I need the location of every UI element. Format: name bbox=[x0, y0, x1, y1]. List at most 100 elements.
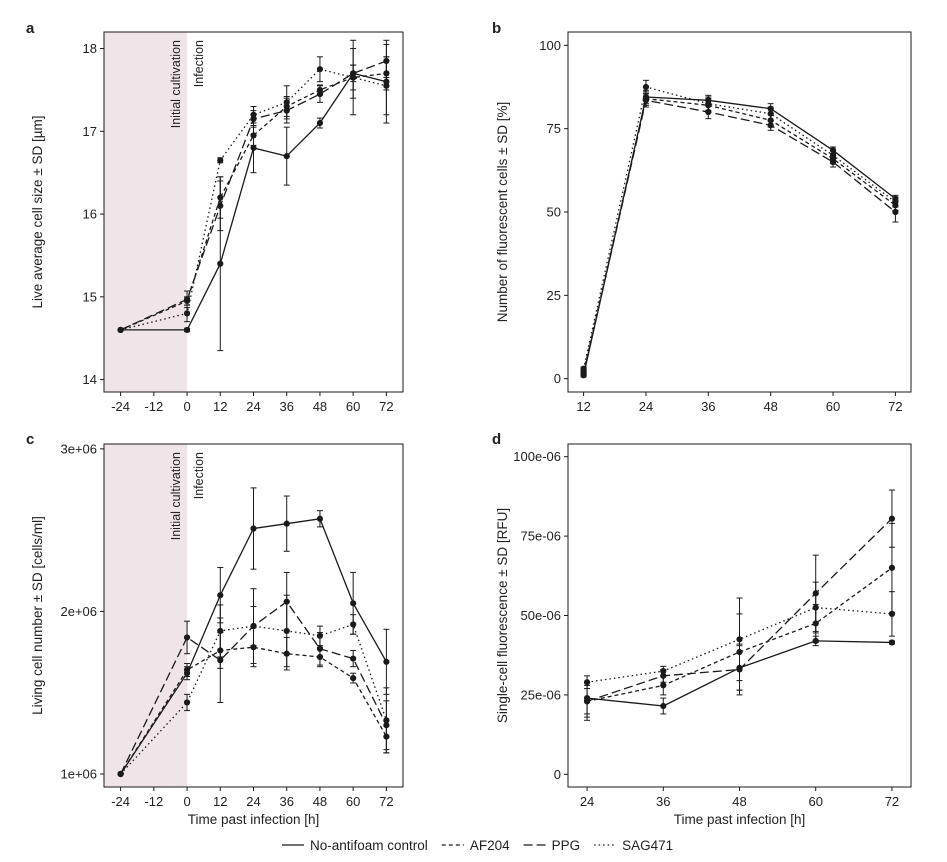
data-point bbox=[316, 645, 324, 652]
y-tick-label: 3e+06 bbox=[60, 441, 97, 456]
data-point bbox=[660, 667, 667, 675]
data-point bbox=[767, 122, 774, 129]
data-point bbox=[767, 110, 774, 117]
legend: No-antifoam control AF204 PPG SAG471 bbox=[282, 838, 673, 853]
x-tick-label: -24 bbox=[111, 794, 130, 809]
data-point bbox=[250, 144, 257, 151]
data-point bbox=[892, 208, 899, 216]
x-tick-label: -24 bbox=[111, 399, 130, 414]
data-point bbox=[283, 627, 290, 635]
series-line bbox=[120, 72, 387, 331]
data-point bbox=[350, 674, 357, 682]
panel-d: d 24 36 48 60 72 0 25e-06 50e-06 75e-06 100e-06 Sin… bbox=[492, 431, 912, 827]
legend-entry: AF204 bbox=[441, 838, 510, 853]
x-tick-label: 0 bbox=[183, 794, 190, 809]
panel-letter: c bbox=[26, 431, 34, 448]
x-tick-label: 24 bbox=[580, 794, 594, 809]
series-no-antifoam-control bbox=[117, 487, 390, 778]
data-point bbox=[217, 260, 224, 267]
x-tick-label: 24 bbox=[639, 399, 653, 414]
x-tick-label: 24 bbox=[246, 794, 260, 809]
series-line bbox=[120, 601, 387, 775]
initial-cultivation-shade bbox=[104, 444, 188, 787]
x-tick-label: 72 bbox=[379, 399, 393, 414]
x-tick-label: 60 bbox=[346, 794, 360, 809]
y-tick-label: 2e+06 bbox=[60, 604, 97, 619]
data-point bbox=[888, 639, 896, 646]
data-point bbox=[583, 679, 591, 686]
data-point bbox=[383, 658, 390, 665]
legend-entry: No-antifoam control bbox=[282, 838, 428, 853]
data-point bbox=[583, 698, 591, 705]
initial-cultivation-shade bbox=[104, 32, 188, 392]
x-tick-label: 12 bbox=[213, 794, 227, 809]
x-tick-label: 12 bbox=[213, 399, 227, 414]
y-axis-title: Living cell number ± SD [cells/ml] bbox=[30, 516, 45, 715]
x-tick-label: 72 bbox=[885, 794, 899, 809]
x-tick-label: 72 bbox=[379, 794, 393, 809]
plot-frame bbox=[103, 31, 404, 393]
y-tick-label: 16 bbox=[83, 207, 97, 222]
x-tick-label: -12 bbox=[144, 794, 163, 809]
data-point bbox=[705, 100, 712, 107]
data-point bbox=[250, 132, 257, 139]
y-tick-label: 15 bbox=[83, 289, 97, 304]
legend-label: No-antifoam control bbox=[310, 838, 428, 853]
data-point bbox=[888, 564, 896, 571]
data-point bbox=[217, 157, 224, 164]
data-point bbox=[829, 152, 837, 159]
annotation-infection: Infection bbox=[192, 40, 206, 87]
data-point bbox=[183, 634, 191, 641]
y-tick-label: 100e-06 bbox=[513, 449, 561, 464]
x-tick-label: 24 bbox=[246, 399, 260, 414]
annotation-initial-cultivation: Initial cultivation bbox=[169, 40, 183, 128]
x-tick-label: 48 bbox=[763, 399, 777, 414]
x-tick-label: 36 bbox=[701, 399, 715, 414]
x-tick-label: 36 bbox=[656, 794, 670, 809]
series-sag471 bbox=[580, 79, 899, 372]
x-axis-title: Time past infection [h] bbox=[188, 812, 320, 827]
panel-b: b 12 24 36 48 60 72 0 25 50 75 100 Number of fluores… bbox=[492, 20, 912, 414]
x-tick-label: 60 bbox=[346, 399, 360, 414]
y-tick-label: 14 bbox=[83, 372, 97, 387]
x-tick-label: 72 bbox=[888, 399, 902, 414]
series-sag471 bbox=[117, 39, 390, 334]
y-axis-title: Number of fluorescent cells ± SD [%] bbox=[495, 102, 510, 323]
data-point bbox=[736, 636, 743, 643]
data-point bbox=[660, 682, 667, 689]
y-tick-label: 18 bbox=[83, 41, 97, 56]
data-point bbox=[183, 296, 191, 303]
x-tick-label: 12 bbox=[576, 399, 590, 414]
data-point bbox=[217, 657, 224, 664]
x-tick-label: 48 bbox=[732, 794, 746, 809]
y-tick-label: 17 bbox=[83, 124, 97, 139]
data-point bbox=[580, 365, 587, 372]
data-point bbox=[316, 119, 324, 127]
data-point bbox=[250, 622, 257, 630]
data-point bbox=[183, 310, 191, 317]
y-axis-title: Single-cell fluorescence ± SD [RFU] bbox=[495, 508, 510, 723]
legend-label: AF204 bbox=[470, 838, 510, 853]
data-point bbox=[383, 82, 390, 89]
series-line bbox=[120, 60, 387, 331]
y-tick-label: 1e+06 bbox=[60, 766, 97, 781]
plot-frame bbox=[567, 443, 912, 788]
legend-label: PPG bbox=[552, 838, 581, 853]
data-point bbox=[316, 66, 324, 73]
x-tick-label: 36 bbox=[279, 794, 293, 809]
data-point bbox=[660, 702, 667, 710]
panel-c: c -24 -12 0 12 24 36 48 60 72 1e+06 2e+06 3e+06 Livin… bbox=[26, 431, 404, 827]
data-point bbox=[250, 525, 257, 532]
series-line bbox=[120, 518, 387, 775]
x-tick-label: 60 bbox=[826, 399, 840, 414]
y-tick-label: 0 bbox=[554, 371, 561, 386]
plot-frame bbox=[103, 443, 404, 788]
legend-label: SAG471 bbox=[622, 838, 673, 853]
x-tick-label: -12 bbox=[144, 399, 163, 414]
data-point bbox=[580, 370, 587, 377]
data-point bbox=[888, 515, 896, 522]
plot-frame bbox=[567, 31, 912, 393]
series-line bbox=[120, 646, 387, 775]
panel-letter: d bbox=[492, 431, 501, 448]
panels: a -24 -12 0 12 24 36 48 60 72 14 15 16 17 18 Live avera… bbox=[26, 20, 912, 827]
